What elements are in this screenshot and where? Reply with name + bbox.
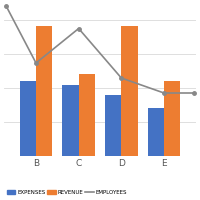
Bar xyxy=(164,81,180,156)
Bar xyxy=(62,85,79,156)
Bar xyxy=(148,108,164,156)
Bar xyxy=(36,26,52,156)
Legend: EXPENSES, REVENUE, EMPLOYEES: EXPENSES, REVENUE, EMPLOYEES xyxy=(5,188,129,197)
Bar xyxy=(20,81,36,156)
Bar xyxy=(105,95,121,156)
Bar xyxy=(121,26,138,156)
Bar xyxy=(79,74,95,156)
